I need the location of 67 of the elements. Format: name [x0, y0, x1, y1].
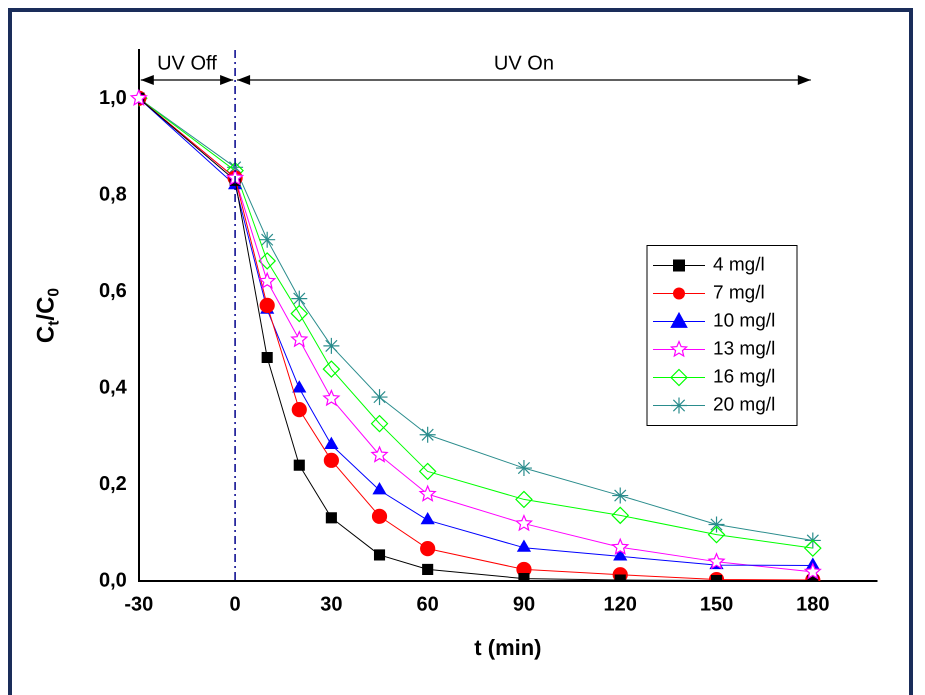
- point: [292, 402, 307, 418]
- point: [419, 426, 436, 444]
- legend-label: 4 mg/l: [713, 254, 765, 276]
- x-tick-label: 180: [796, 594, 830, 616]
- point: [708, 526, 726, 544]
- point: [258, 272, 276, 288]
- x-tick-label: 30: [320, 594, 342, 616]
- legend-label: 10 mg/l: [713, 310, 776, 332]
- point: [515, 459, 533, 477]
- x-tick-label: -30: [124, 594, 154, 616]
- point: [804, 532, 822, 550]
- point: [422, 564, 434, 575]
- x-tick-label: 0: [230, 594, 241, 616]
- x-tick-label: 150: [700, 594, 734, 616]
- legend-label: 20 mg/l: [713, 394, 776, 416]
- point: [262, 352, 273, 364]
- annotation: UV Off: [157, 52, 218, 75]
- point: [804, 563, 822, 579]
- point: [372, 508, 388, 524]
- point: [324, 452, 339, 468]
- point: [372, 482, 386, 494]
- y-tick-label: 1,0: [98, 86, 127, 109]
- point: [326, 512, 337, 524]
- point: [612, 506, 629, 524]
- point: [322, 337, 340, 355]
- legend-label: 16 mg/l: [713, 366, 776, 388]
- point: [515, 490, 533, 508]
- point: [612, 538, 628, 554]
- y-tick-label: 0,6: [98, 280, 127, 302]
- y-tick-label: 0,2: [98, 472, 127, 495]
- point: [420, 541, 436, 556]
- point: [370, 415, 388, 432]
- point: [374, 549, 386, 560]
- y-tick-label: 0,8: [98, 183, 127, 206]
- point: [294, 460, 305, 471]
- x-tick-label: 120: [604, 594, 637, 616]
- point: [708, 553, 725, 569]
- point: [260, 298, 275, 313]
- point: [291, 331, 308, 347]
- point: [324, 437, 338, 449]
- point: [258, 252, 276, 270]
- point: [370, 388, 388, 406]
- point: [612, 486, 629, 504]
- point: [708, 516, 726, 534]
- x-tick-label: 60: [416, 594, 439, 616]
- point: [130, 90, 148, 106]
- point: [292, 380, 306, 392]
- point: [322, 360, 340, 378]
- point: [804, 540, 822, 557]
- point: [258, 231, 276, 248]
- point: [516, 514, 532, 531]
- point: [371, 446, 388, 462]
- legend-label: 7 mg/l: [713, 282, 765, 304]
- legend-label: 13 mg/l: [713, 338, 776, 360]
- y-tick-label: 0,0: [98, 570, 127, 592]
- annotation: UV On: [494, 52, 554, 75]
- point: [419, 486, 436, 502]
- point: [290, 304, 308, 322]
- y-axis-title: Ct/C0: [32, 288, 62, 344]
- point: [419, 462, 436, 480]
- y-tick-label: 0,4: [98, 376, 128, 398]
- point: [290, 290, 308, 308]
- point: [323, 390, 340, 406]
- x-tick-label: 90: [512, 594, 536, 616]
- point: [517, 540, 531, 552]
- x-axis-title: t (min): [474, 635, 542, 660]
- point: [421, 512, 434, 524]
